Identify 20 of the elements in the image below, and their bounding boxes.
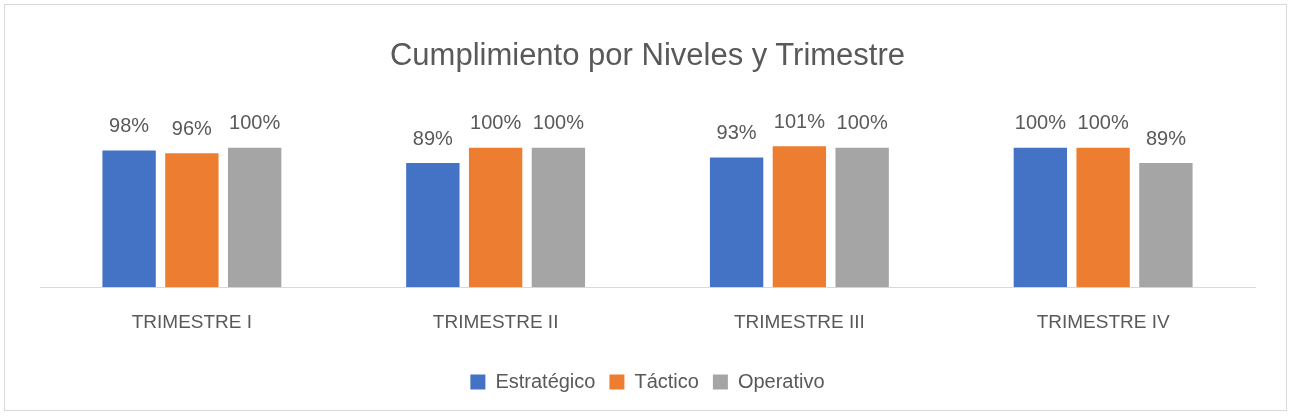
data-label: 89% <box>1145 126 1187 149</box>
data-label: 100% <box>836 111 888 134</box>
legend-label: Operativo <box>737 369 825 392</box>
data-label: 100% <box>1014 111 1067 134</box>
x-tick-label: TRIMESTRE III <box>733 310 865 332</box>
data-label: 93% <box>716 120 757 143</box>
data-label: 101% <box>773 109 826 132</box>
data-label: 100% <box>470 111 522 134</box>
data-label: 100% <box>1077 111 1129 134</box>
data-label: 100% <box>229 111 281 134</box>
data-label: 98% <box>109 113 150 136</box>
x-tick-label: TRIMESTRE IV <box>1036 310 1170 332</box>
data-label: 96% <box>171 116 213 139</box>
data-label: 89% <box>412 126 454 149</box>
data-label: 100% <box>532 111 585 134</box>
x-tick-label: TRIMESTRE II <box>432 310 559 332</box>
x-tick-label: TRIMESTRE I <box>131 310 253 332</box>
chart-title: Cumplimiento por Niveles y Trimestre <box>389 37 906 73</box>
legend-label: Táctico <box>634 369 699 392</box>
legend-label: Estratégico <box>495 369 596 392</box>
